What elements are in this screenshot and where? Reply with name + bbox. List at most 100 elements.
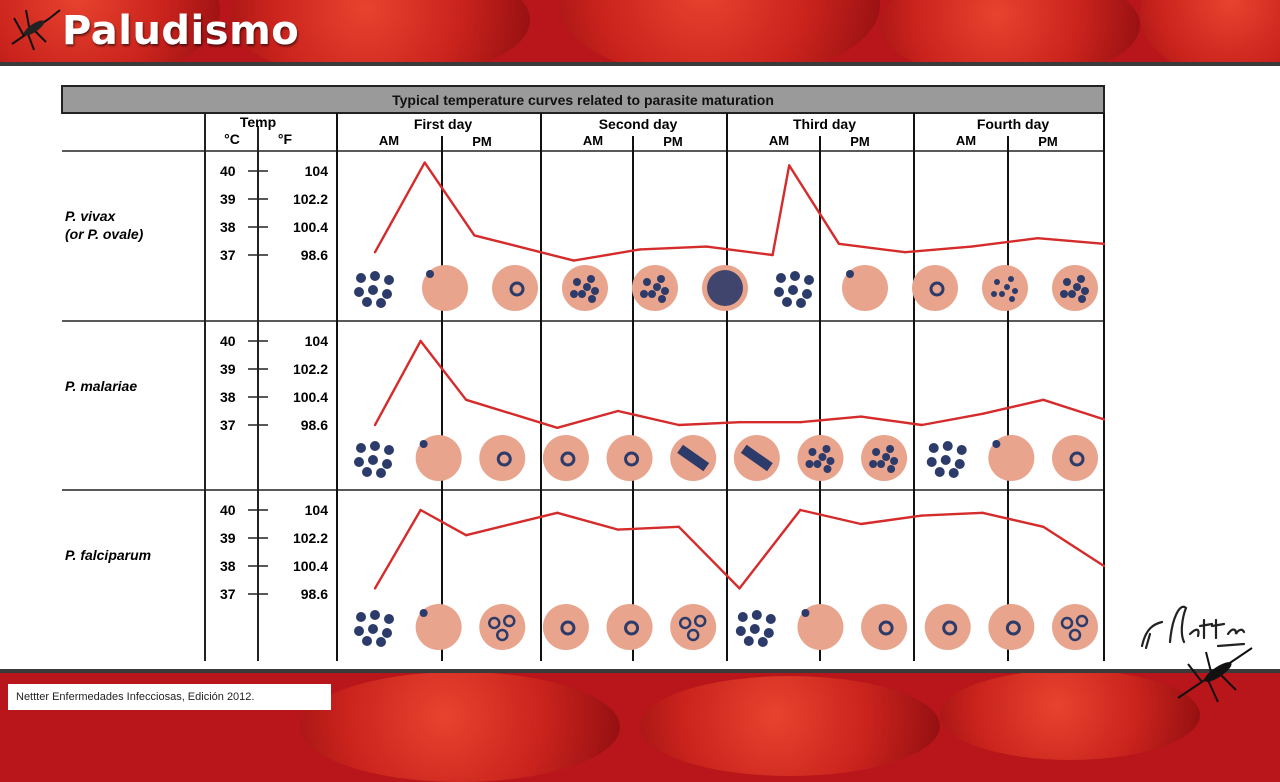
data-point xyxy=(788,164,791,167)
temperature-chart: Typical temperature curves related to pa… xyxy=(61,85,1106,661)
stage-cell xyxy=(606,604,653,650)
stage-cell xyxy=(492,265,538,311)
parasite-icon xyxy=(419,609,428,617)
parasite-icon xyxy=(707,270,743,306)
data-point xyxy=(616,409,620,413)
parasite-icon xyxy=(808,448,817,456)
tick-label-fahrenheit: 100.4 xyxy=(293,558,328,574)
parasite-icon xyxy=(376,468,386,478)
data-point xyxy=(373,587,377,590)
parasite-icon xyxy=(743,636,754,646)
red-blood-cell-icon xyxy=(861,604,908,650)
stage-cell xyxy=(354,441,394,478)
tick-label-celsius: 40 xyxy=(220,333,236,349)
data-point xyxy=(738,421,741,424)
stage-cell xyxy=(632,265,678,311)
data-point xyxy=(771,253,774,257)
parasite-icon xyxy=(1081,287,1089,295)
parasite-icon xyxy=(804,275,814,285)
parasite-icon xyxy=(376,298,386,308)
data-point xyxy=(373,251,377,254)
stage-cell xyxy=(354,271,394,308)
red-blood-cell-icon xyxy=(1052,604,1098,650)
parasite-icon xyxy=(643,278,651,286)
parasite-icon xyxy=(570,290,578,298)
red-blood-cell-icon xyxy=(415,604,462,650)
parasite-icon xyxy=(354,457,364,467)
parasite-icon xyxy=(994,279,1000,285)
parasite-icon xyxy=(934,467,945,477)
stage-cell xyxy=(797,435,844,481)
parasite-icon xyxy=(354,287,364,297)
tick-label-fahrenheit: 98.6 xyxy=(301,586,328,602)
parasite-icon xyxy=(384,275,394,285)
data-point xyxy=(1036,237,1039,240)
stage-cell xyxy=(670,604,717,650)
parasite-icon xyxy=(560,451,576,467)
data-point xyxy=(1102,242,1106,245)
parasite-icon xyxy=(813,460,822,468)
stage-cell xyxy=(733,435,780,481)
tick-label-celsius: 38 xyxy=(220,389,236,405)
data-point xyxy=(970,245,973,248)
parasite-icon xyxy=(818,453,827,461)
parasite-icon xyxy=(1068,628,1082,642)
parasite-icon xyxy=(362,467,372,477)
data-point xyxy=(677,423,680,427)
parasite-icon xyxy=(763,628,774,638)
parasite-icon xyxy=(801,609,810,617)
slide-title: Paludismo xyxy=(62,8,300,54)
data-point xyxy=(677,525,680,528)
parasite-icon xyxy=(370,610,380,620)
parasite-icon xyxy=(583,283,591,291)
parasite-icon xyxy=(368,455,378,465)
data-point xyxy=(373,423,377,427)
parasite-icon xyxy=(999,291,1005,297)
chart-panel: Typical temperature curves related to pa… xyxy=(0,62,1280,673)
tick-label-fahrenheit: 104 xyxy=(305,333,329,349)
tick-label-celsius: 39 xyxy=(220,191,236,207)
parasite-icon xyxy=(419,440,428,448)
parasite-icon xyxy=(887,465,896,473)
tick-label-celsius: 39 xyxy=(220,530,236,546)
parasite-icon xyxy=(686,628,700,642)
parasite-icon xyxy=(869,460,878,468)
parasite-icon xyxy=(802,289,812,299)
data-point xyxy=(616,528,620,531)
tick-label-fahrenheit: 102.2 xyxy=(293,530,328,546)
red-blood-cell-icon xyxy=(492,265,538,311)
parasite-icon xyxy=(1012,288,1018,294)
data-point xyxy=(859,522,863,526)
parasite-icon xyxy=(426,270,434,278)
day-label: Fourth day xyxy=(977,116,1050,132)
red-blood-cell-icon xyxy=(842,265,888,311)
stage-cell xyxy=(354,610,394,647)
tick-label-fahrenheit: 100.4 xyxy=(293,219,328,235)
parasite-icon xyxy=(1078,295,1086,303)
parasite-icon xyxy=(1069,451,1085,467)
pm-label: PM xyxy=(850,134,870,149)
parasite-icon xyxy=(737,612,748,622)
parasite-icon xyxy=(578,290,586,298)
tick-label-celsius: 38 xyxy=(220,219,236,235)
data-point xyxy=(859,415,863,418)
tick-label-fahrenheit: 104 xyxy=(305,163,329,179)
parasite-icon xyxy=(846,270,854,278)
stage-cell xyxy=(912,265,958,311)
parasite-icon xyxy=(624,620,640,636)
red-blood-cell-icon xyxy=(924,604,971,650)
species-name: P. vivax xyxy=(65,208,117,224)
pm-label: PM xyxy=(1038,134,1058,149)
parasite-icon xyxy=(356,273,366,283)
stage-cell xyxy=(542,604,589,650)
parasite-icon xyxy=(362,297,372,307)
red-blood-cell-icon xyxy=(542,435,589,481)
parasite-icon xyxy=(954,459,965,469)
parasite-icon xyxy=(1063,278,1071,286)
parasite-icon xyxy=(496,628,509,642)
stage-cell xyxy=(797,604,844,650)
netter-signature-icon xyxy=(1140,605,1253,703)
parasite-icon xyxy=(368,624,378,634)
species-name: P. malariae xyxy=(65,378,137,394)
parasite-icon xyxy=(956,445,967,455)
